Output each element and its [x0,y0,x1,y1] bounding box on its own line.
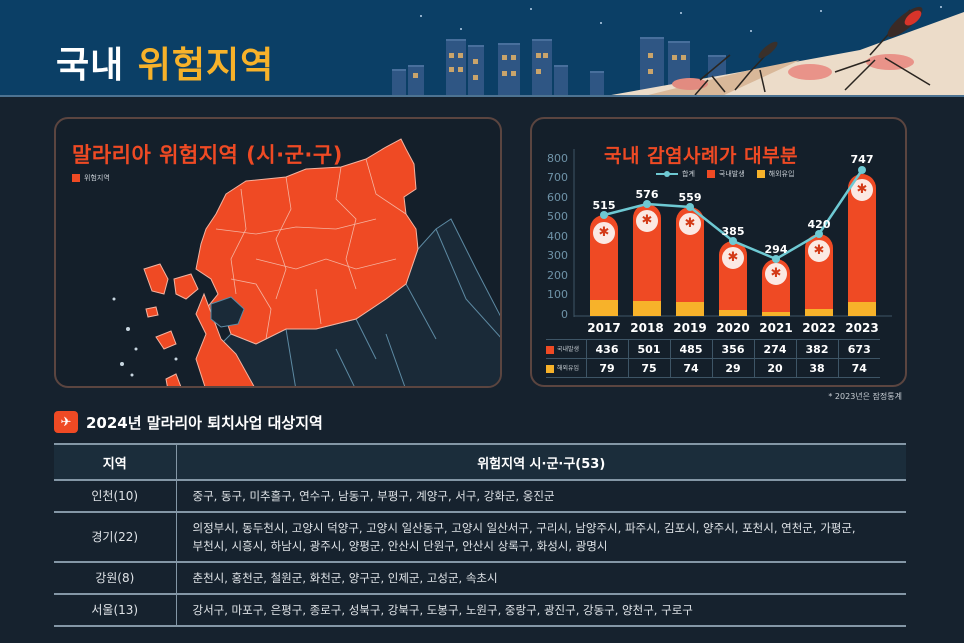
y-tick: 100 [547,288,568,301]
total-label: 576 [635,188,659,201]
table-header-row: 지역 위험지역 시·군·구(53) [54,443,906,481]
total-label: 559 [678,191,702,204]
total-label: 515 [592,199,616,212]
star-decoration [420,15,422,17]
header-banner: 국내 위험지역 [0,0,964,97]
risk-map-panel: 말라리아 위험지역 (시·군·구) 위험지역 [54,117,502,388]
legend-swatch [72,174,80,182]
legend-swatch-imported [756,170,765,178]
table-row: 강원(8) 춘천시, 홍천군, 철원군, 화천군, 양구군, 인제군, 고성군,… [54,561,906,595]
total-label: 747 [850,153,874,166]
star-decoration [530,8,532,10]
x-label: 2021 [759,321,793,335]
x-label: 2019 [673,321,707,335]
total-line [600,166,866,263]
page-title: 국내 위험지역 [56,45,275,86]
y-tick: 200 [547,269,568,282]
star-decoration [600,22,602,24]
total-label: 420 [807,218,831,231]
star-decoration [750,30,752,32]
region-cell: 인천(10) [54,479,177,513]
mosquito-icon: ✱ [720,245,746,271]
legend-swatch-domestic [706,170,715,178]
chart-legend: 합계 국내발생 해외유입 [656,169,794,179]
chart-axes [573,149,892,317]
header-region: 지역 [54,443,177,481]
legend-line-icon [656,171,678,177]
table-row: 서울(13) 강서구, 마포구, 은평구, 종로구, 성북구, 강북구, 도봉구… [54,593,906,627]
y-tick: 0 [561,308,568,321]
areas-cell: 의정부시, 동두천시, 고양시 덕양구, 고양시 일산동구, 고양시 일산서구,… [176,511,906,563]
chart-title: 국내 감염사례가 대부분 [604,145,799,167]
building-decoration [468,45,484,95]
skin-with-mosquitoes-illustration [611,6,964,95]
star-decoration [460,28,462,30]
building-decoration [392,69,406,95]
region-cell: 강원(8) [54,561,177,595]
y-tick: 500 [547,210,568,223]
infection-chart-panel: 국내 감염사례가 대부분 합계 국내발생 해외유입 800 700 600 50… [530,117,907,387]
legend-label: 위험지역 [84,174,110,182]
building-decoration [590,71,604,95]
star-decoration [940,6,942,8]
mosquito-icon: ✱ [806,238,832,264]
areas-cell: 중구, 동구, 미추홀구, 연수구, 남동구, 부평구, 계양구, 서구, 강화… [176,479,906,513]
table-row-domestic: 국내발생 436 501 485 356 274 382 673 [546,339,880,359]
building-decoration [446,39,466,95]
y-tick: 400 [547,230,568,243]
building-decoration [498,43,520,95]
y-tick: 700 [547,171,568,184]
areas-cell: 춘천시, 홍천군, 철원군, 화천군, 양구군, 인제군, 고성군, 속초시 [176,561,906,595]
mosquito-icon: ✱ [591,220,617,246]
chart-data-table: 국내발생 436 501 485 356 274 382 673 해외유입 79… [546,339,880,378]
star-decoration [680,12,682,14]
total-label: 385 [721,225,745,238]
building-decoration [554,65,568,95]
building-decoration [532,39,552,95]
table-row: 인천(10) 중구, 동구, 미추홀구, 연수구, 남동구, 부평구, 계양구,… [54,479,906,513]
legend-label-imported: 해외유입 [768,170,795,178]
y-tick: 300 [547,249,568,262]
legend-label-domestic: 국내발생 [718,170,745,178]
x-label: 2017 [587,321,621,335]
section-title: ✈ 2024년 말라리아 퇴치사업 대상지역 [54,411,323,433]
y-tick: 600 [547,191,568,204]
table-row-imported: 해외유입 79 75 74 29 20 38 74 [546,358,880,378]
region-cell: 서울(13) [54,593,177,627]
star-decoration [820,10,822,12]
table-row: 경기(22) 의정부시, 동두천시, 고양시 덕양구, 고양시 일산동구, 고양… [54,511,906,563]
chart-footnote: * 2023년은 잠정통계 [828,392,902,401]
header-areas: 위험지역 시·군·구(53) [176,443,906,481]
mosquito-icon: ✱ [634,208,660,234]
map-title: 말라리아 위험지역 (시·군·구) [72,143,343,167]
x-label: 2018 [630,321,664,335]
x-label: 2022 [802,321,836,335]
total-label: 294 [764,243,788,256]
region-cell: 경기(22) [54,511,177,563]
korea-risk-map [112,138,500,386]
areas-cell: 강서구, 마포구, 은평구, 종로구, 성북구, 강북구, 도봉구, 노원구, … [176,593,906,627]
x-label: 2020 [716,321,750,335]
mosquito-icon: ✈ [54,411,78,433]
x-label: 2023 [845,321,879,335]
target-regions-table: 지역 위험지역 시·군·구(53) 인천(10) 중구, 동구, 미추홀구, 연… [54,443,906,627]
mosquito-icon: ✱ [763,261,789,287]
map-legend: 위험지역 [72,173,110,183]
building-decoration [408,65,424,95]
building-decoration [640,37,664,95]
legend-label-total: 합계 [682,170,695,178]
y-tick: 800 [547,152,568,165]
